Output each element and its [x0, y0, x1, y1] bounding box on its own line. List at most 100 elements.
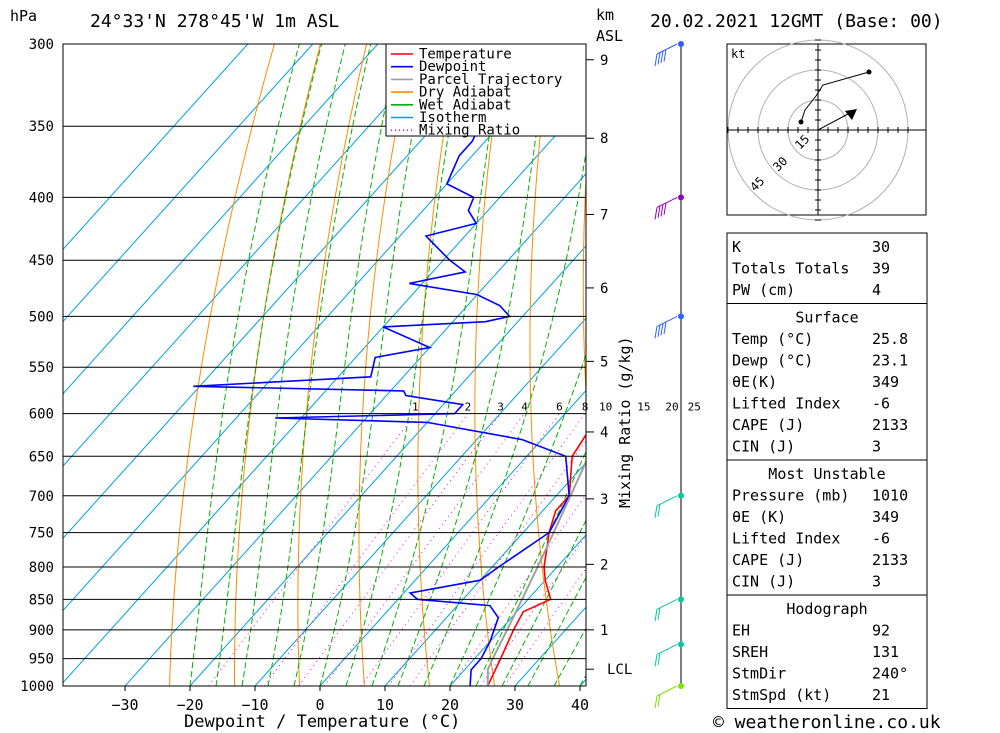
- x-tick-label: 30: [506, 696, 524, 714]
- pressure-level-lines: [63, 43, 586, 687]
- wind-barb-flag: [663, 321, 667, 334]
- indices-value: 131: [872, 643, 899, 661]
- km-tick-label: 7: [600, 207, 608, 223]
- wind-level-dot: [678, 492, 684, 499]
- indices-value: 92: [872, 622, 890, 640]
- wind-barb-icon: [654, 315, 678, 339]
- mixing-ratio-label: 2: [465, 401, 472, 414]
- temperature-line: [486, 433, 586, 686]
- km-tick-label: 8: [600, 131, 608, 147]
- wind-barb-staff: [656, 43, 678, 55]
- hodograph-unit-label: kt: [731, 47, 745, 61]
- km-tick-label: 3: [600, 492, 608, 508]
- wind-level-dot: [678, 194, 684, 201]
- x-tick-label: 40: [571, 696, 589, 714]
- indices-value: 25.8: [872, 330, 908, 348]
- wind-barb-flag: [654, 53, 658, 67]
- wind-barb-flag: [654, 326, 658, 339]
- storm-motion-arrow-icon: [845, 109, 857, 120]
- wind-barb-flag: [663, 202, 667, 215]
- wet-adiabat-line: [345, 44, 465, 686]
- indices-label: Lifted Index: [732, 395, 840, 413]
- mixing-ratio-label: 3: [497, 401, 504, 414]
- wind-barb-icon: [654, 685, 678, 709]
- indices-box: [726, 303, 928, 461]
- mixing-ratio-line: [387, 413, 586, 686]
- km-tick-label: 1: [600, 623, 608, 639]
- x-axis-title: Dewpoint / Temperature (°C): [184, 712, 460, 732]
- km-tick-label: 6: [600, 281, 608, 297]
- pressure-unit-label: hPa: [10, 7, 37, 25]
- wind-barb-staff: [656, 685, 678, 697]
- pressure-tick-label: 900: [29, 623, 54, 639]
- pressure-tick-label: 750: [29, 526, 54, 542]
- km-tick-label: 2: [600, 557, 608, 573]
- dry-adiabat-line: [529, 44, 560, 686]
- isotherm-line: [63, 44, 379, 395]
- indices-label: EH: [732, 622, 750, 640]
- lcl-label: LCL: [607, 662, 632, 678]
- wind-barb-staff: [656, 495, 678, 507]
- mixing-ratio-line: [298, 413, 501, 686]
- indices-box: [726, 232, 928, 304]
- wind-barb-flag: [657, 652, 661, 666]
- pressure-tick-label: 1000: [20, 679, 54, 695]
- indices-label: CIN (J): [732, 438, 795, 456]
- parcel-trajectory-line: [486, 459, 586, 686]
- wet-adiabat-line: [215, 44, 323, 686]
- wet-adiabat-line: [423, 149, 586, 686]
- mixing-ratio-label: 20: [665, 401, 678, 414]
- wind-barb-flag: [660, 50, 664, 64]
- indices-value: 23.1: [872, 352, 908, 370]
- pressure-tick-label: 350: [29, 119, 54, 135]
- indices-box-title: Hodograph: [786, 600, 867, 618]
- wind-level-dot: [678, 683, 684, 689]
- pressure-tick-label: 600: [29, 407, 54, 423]
- indices-label: Temp (°C): [732, 330, 813, 348]
- hodograph-end-point: [866, 69, 872, 75]
- isotherm-line: [63, 44, 249, 251]
- pressure-tick-label: 400: [29, 190, 54, 206]
- indices-value: -6: [872, 530, 890, 548]
- x-tick-label: −30: [111, 696, 138, 714]
- mixing-ratio-line: [360, 413, 560, 686]
- wet-adiabat-line: [449, 353, 586, 686]
- indices-label: CIN (J): [732, 573, 795, 591]
- legend-label: Dewpoint: [419, 59, 486, 75]
- pressure-tick-label: 650: [29, 449, 54, 465]
- wind-level-dot: [678, 313, 684, 320]
- wind-level-dot: [678, 596, 684, 603]
- indices-value: 2133: [872, 416, 908, 434]
- datetime-title: 20.02.2021 12GMT (Base: 00): [650, 11, 943, 32]
- x-tick-label: −10: [241, 696, 268, 714]
- wind-barb-flag: [657, 324, 661, 337]
- wind-barb-icon: [654, 598, 678, 622]
- wind-barb-staff: [656, 196, 678, 208]
- indices-label: StmDir: [732, 665, 786, 683]
- indices-label: CAPE (J): [732, 416, 804, 434]
- wind-level-dot: [678, 41, 684, 47]
- pressure-tick-label: 450: [29, 253, 54, 269]
- wind-barb-flag: [657, 52, 661, 65]
- indices-label: θE(K): [732, 373, 777, 391]
- wind-barb-flag: [663, 49, 667, 62]
- legend-label: Wet Adiabat: [419, 97, 512, 113]
- pressure-tick-labels: 300 350 400 450 500 550 600 650 700 750 800 850 900 9…: [20, 37, 54, 695]
- isotherm-line: [319, 389, 586, 686]
- legend-label: Dry Adiabat: [419, 85, 512, 101]
- pressure-tick-label: 700: [29, 489, 54, 505]
- mixing-ratio-line: [409, 439, 586, 686]
- mixing-ratio-label: 1: [412, 401, 419, 414]
- indices-box: [726, 459, 928, 596]
- indices-box: [726, 594, 928, 709]
- wind-barb-flag: [654, 207, 658, 220]
- hodograph-trace: [800, 71, 870, 123]
- wind-barb-flag: [660, 204, 664, 217]
- indices-value: 30: [872, 238, 890, 256]
- x-tick-label: 0: [315, 696, 324, 714]
- wet-adiabat-line: [267, 44, 372, 686]
- isotherm-line: [124, 173, 586, 686]
- dry-adiabat-line: [234, 44, 321, 686]
